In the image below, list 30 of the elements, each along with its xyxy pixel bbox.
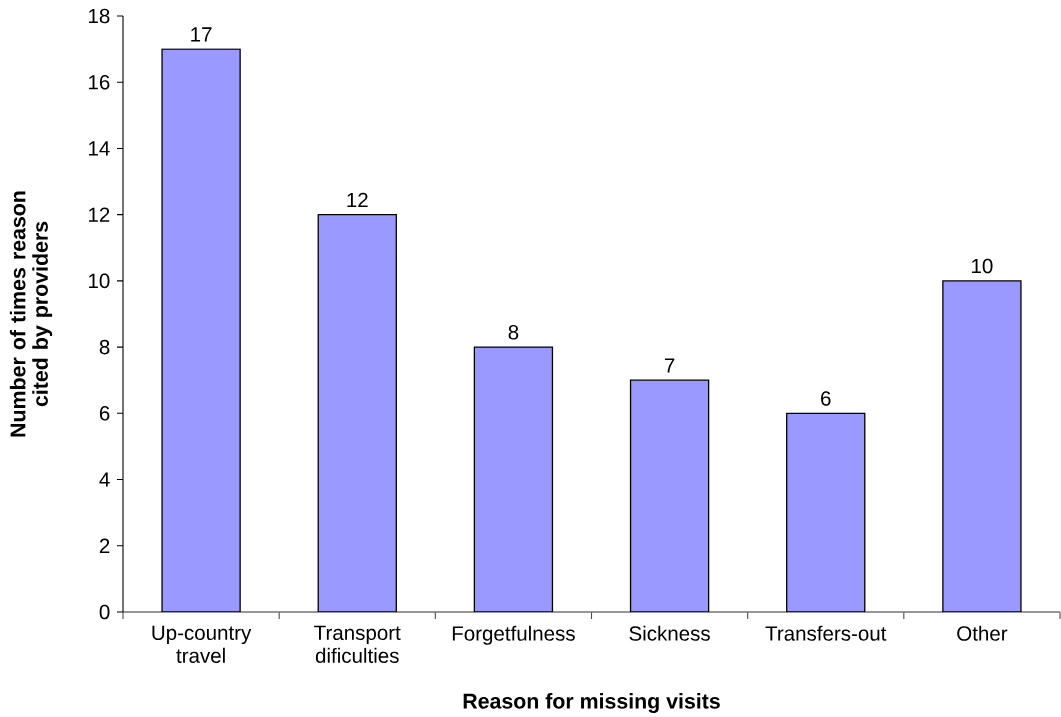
y-tick-label: 4 — [99, 472, 110, 487]
y-tick-label: 18 — [89, 8, 110, 24]
x-tick-label: Other — [957, 625, 1008, 641]
y-tick-label: 16 — [89, 74, 110, 90]
y-axis-title: Number of times reason cited by providers — [9, 191, 53, 437]
x-tick-label: Transport dificulties — [314, 625, 401, 663]
y-tick-label: 8 — [99, 339, 110, 355]
x-axis-title: Reason for missing visits — [463, 693, 720, 713]
bar — [629, 379, 710, 612]
y-tick-label: 12 — [89, 207, 110, 222]
x-tick-label: Transfers-out — [765, 625, 887, 641]
data-label: 8 — [508, 324, 519, 340]
bar — [161, 48, 241, 612]
y-tick-label: 14 — [89, 141, 110, 156]
data-label: 10 — [972, 258, 993, 274]
data-label: 12 — [347, 192, 368, 208]
bar — [473, 346, 554, 612]
data-label: 7 — [664, 358, 675, 373]
x-tick-label: Sickness — [629, 625, 710, 641]
data-label: 6 — [821, 391, 831, 406]
bar — [786, 412, 866, 612]
x-tick-label: Forgetfulness — [452, 625, 575, 645]
bar — [942, 280, 1022, 612]
bar — [317, 214, 397, 612]
y-tick-label: 2 — [99, 538, 110, 553]
x-tick-label: Up-country travel — [152, 625, 252, 663]
y-tick-label: 10 — [89, 273, 110, 289]
y-tick-label: 0 — [99, 604, 110, 620]
y-tick-label: 6 — [99, 406, 110, 421]
data-label: 17 — [191, 27, 212, 42]
